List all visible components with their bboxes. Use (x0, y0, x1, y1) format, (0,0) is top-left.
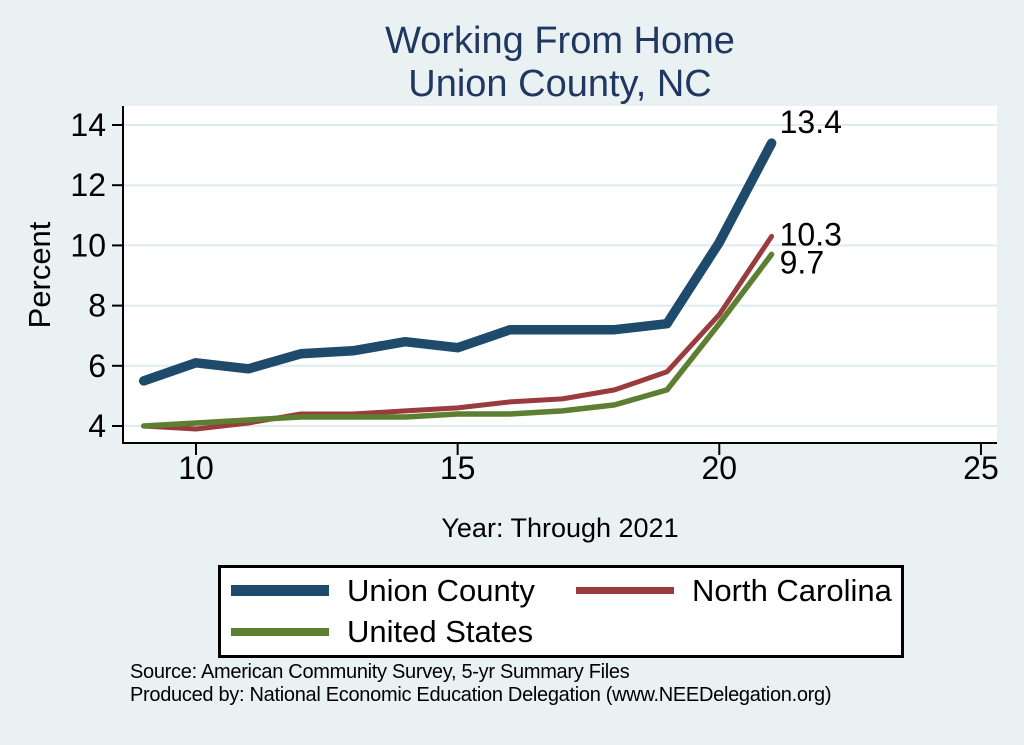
y-tick-label-14: 14 (70, 107, 106, 143)
series-line-north-carolina (141, 233, 775, 432)
legend-swatch-north-carolina (576, 587, 674, 595)
chart-title-line-1: Working From Home (385, 20, 735, 62)
legend-item-united-states: United States (231, 612, 576, 654)
end-label-united-states: 9.7 (780, 244, 824, 280)
legend-swatch-union-county (231, 585, 329, 597)
x-tick-label-20: 20 (702, 450, 738, 486)
legend-label-united-states: United States (347, 614, 534, 650)
footer: Source: American Community Survey, 5-yr … (130, 661, 832, 707)
end-label-north-carolina: 10.3 (780, 216, 842, 252)
plot-area (123, 106, 997, 443)
legend-label-union-county: Union County (347, 572, 535, 608)
legend-swatch-united-states (231, 628, 329, 637)
legend-label-north-carolina: North Carolina (692, 572, 892, 608)
y-tick-label-10: 10 (70, 227, 106, 263)
legend-item-union-county: Union County (231, 570, 576, 612)
footer-source-line: Source: American Community Survey, 5-yr … (130, 661, 630, 683)
y-tick-label-8: 8 (88, 288, 106, 324)
x-axis-label: Year: Through 2021 (441, 513, 679, 543)
footer-produced-line: Produced by: National Economic Education… (130, 684, 832, 706)
series-line-union-county (138, 138, 777, 386)
legend-item-north-carolina: North Carolina (576, 570, 901, 612)
series-line-united-states (140, 251, 775, 429)
x-tick-label-25: 25 (963, 450, 999, 486)
y-tick-label-6: 6 (88, 348, 106, 384)
chart-title: Working From Home Union County, NC (123, 20, 997, 106)
y-tick-label-12: 12 (70, 167, 106, 203)
x-tick-label-15: 15 (440, 450, 476, 486)
x-tick-label-10: 10 (178, 450, 214, 486)
end-label-union-county: 13.4 (780, 104, 842, 140)
chart-title-line-2: Union County, NC (408, 63, 712, 105)
y-axis-label: Percent (22, 221, 57, 329)
y-tick-label-4: 4 (88, 408, 106, 444)
legend: Union County North Carolina United States (218, 565, 904, 658)
